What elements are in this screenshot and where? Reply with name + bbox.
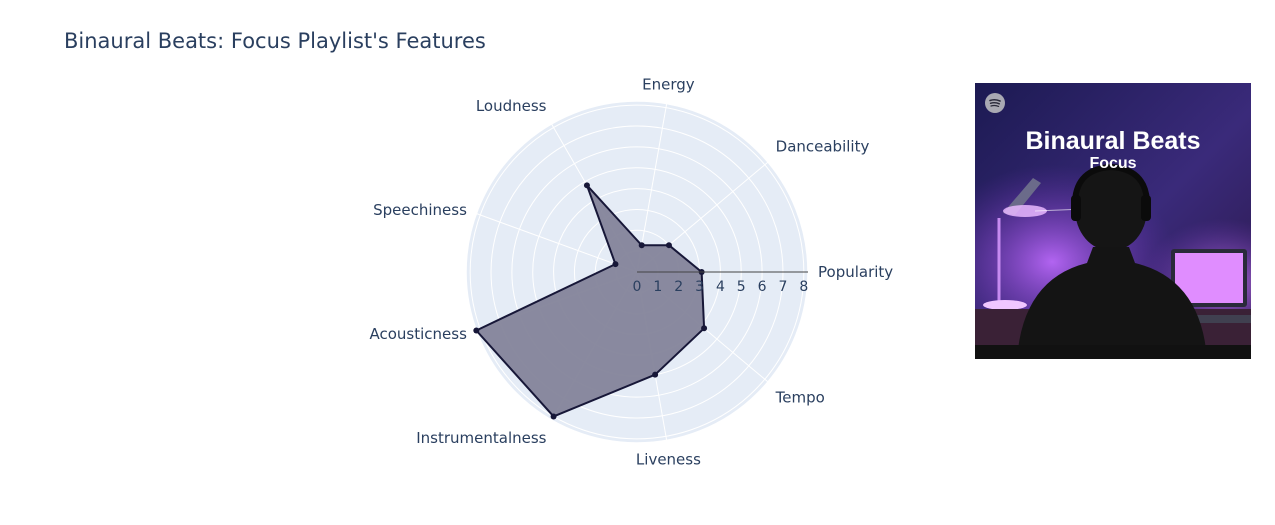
data-point-instrumentalness [550,413,557,420]
category-label-danceability: Danceability [776,138,870,156]
category-label-liveness: Liveness [636,450,701,468]
category-label-energy: Energy [642,76,695,94]
series-area [475,184,706,418]
data-point-acousticness [473,327,480,334]
radial-tick-label: 6 [758,279,767,295]
angular-gridline [476,213,638,273]
radial-tick-label: 8 [799,279,808,295]
category-label-speechiness: Speechiness [373,201,467,219]
category-label-acousticness: Acousticness [370,325,468,343]
data-point-energy [638,242,645,249]
cover-artwork [975,83,1251,359]
radial-tick-label: 5 [737,279,746,295]
radial-tick-label: 1 [653,279,662,295]
playlist-cover-image: Binaural Beats Focus [975,83,1251,359]
data-point-speechiness [612,261,619,268]
cover-subtitle: Focus [1089,155,1137,172]
category-label-loudness: Loudness [476,97,547,115]
chart-title: Binaural Beats: Focus Playlist's Feature… [64,29,486,53]
radial-tick-label: 2 [674,279,683,295]
spotify-icon [985,93,1005,113]
category-label-tempo: Tempo [775,388,825,406]
radial-tick-label: 0 [633,279,642,295]
category-label-popularity: Popularity [818,263,893,281]
category-label-instrumentalness: Instrumentalness [416,429,546,447]
cover-title: Binaural Beats [1025,127,1201,155]
data-point-tempo [701,325,708,332]
data-point-loudness [583,182,590,189]
data-point-danceability [665,242,672,249]
data-point-liveness [652,371,659,378]
radial-tick-label: 4 [716,279,725,295]
radial-tick-label: 7 [779,279,788,295]
radial-tick-label: 3 [695,279,704,295]
